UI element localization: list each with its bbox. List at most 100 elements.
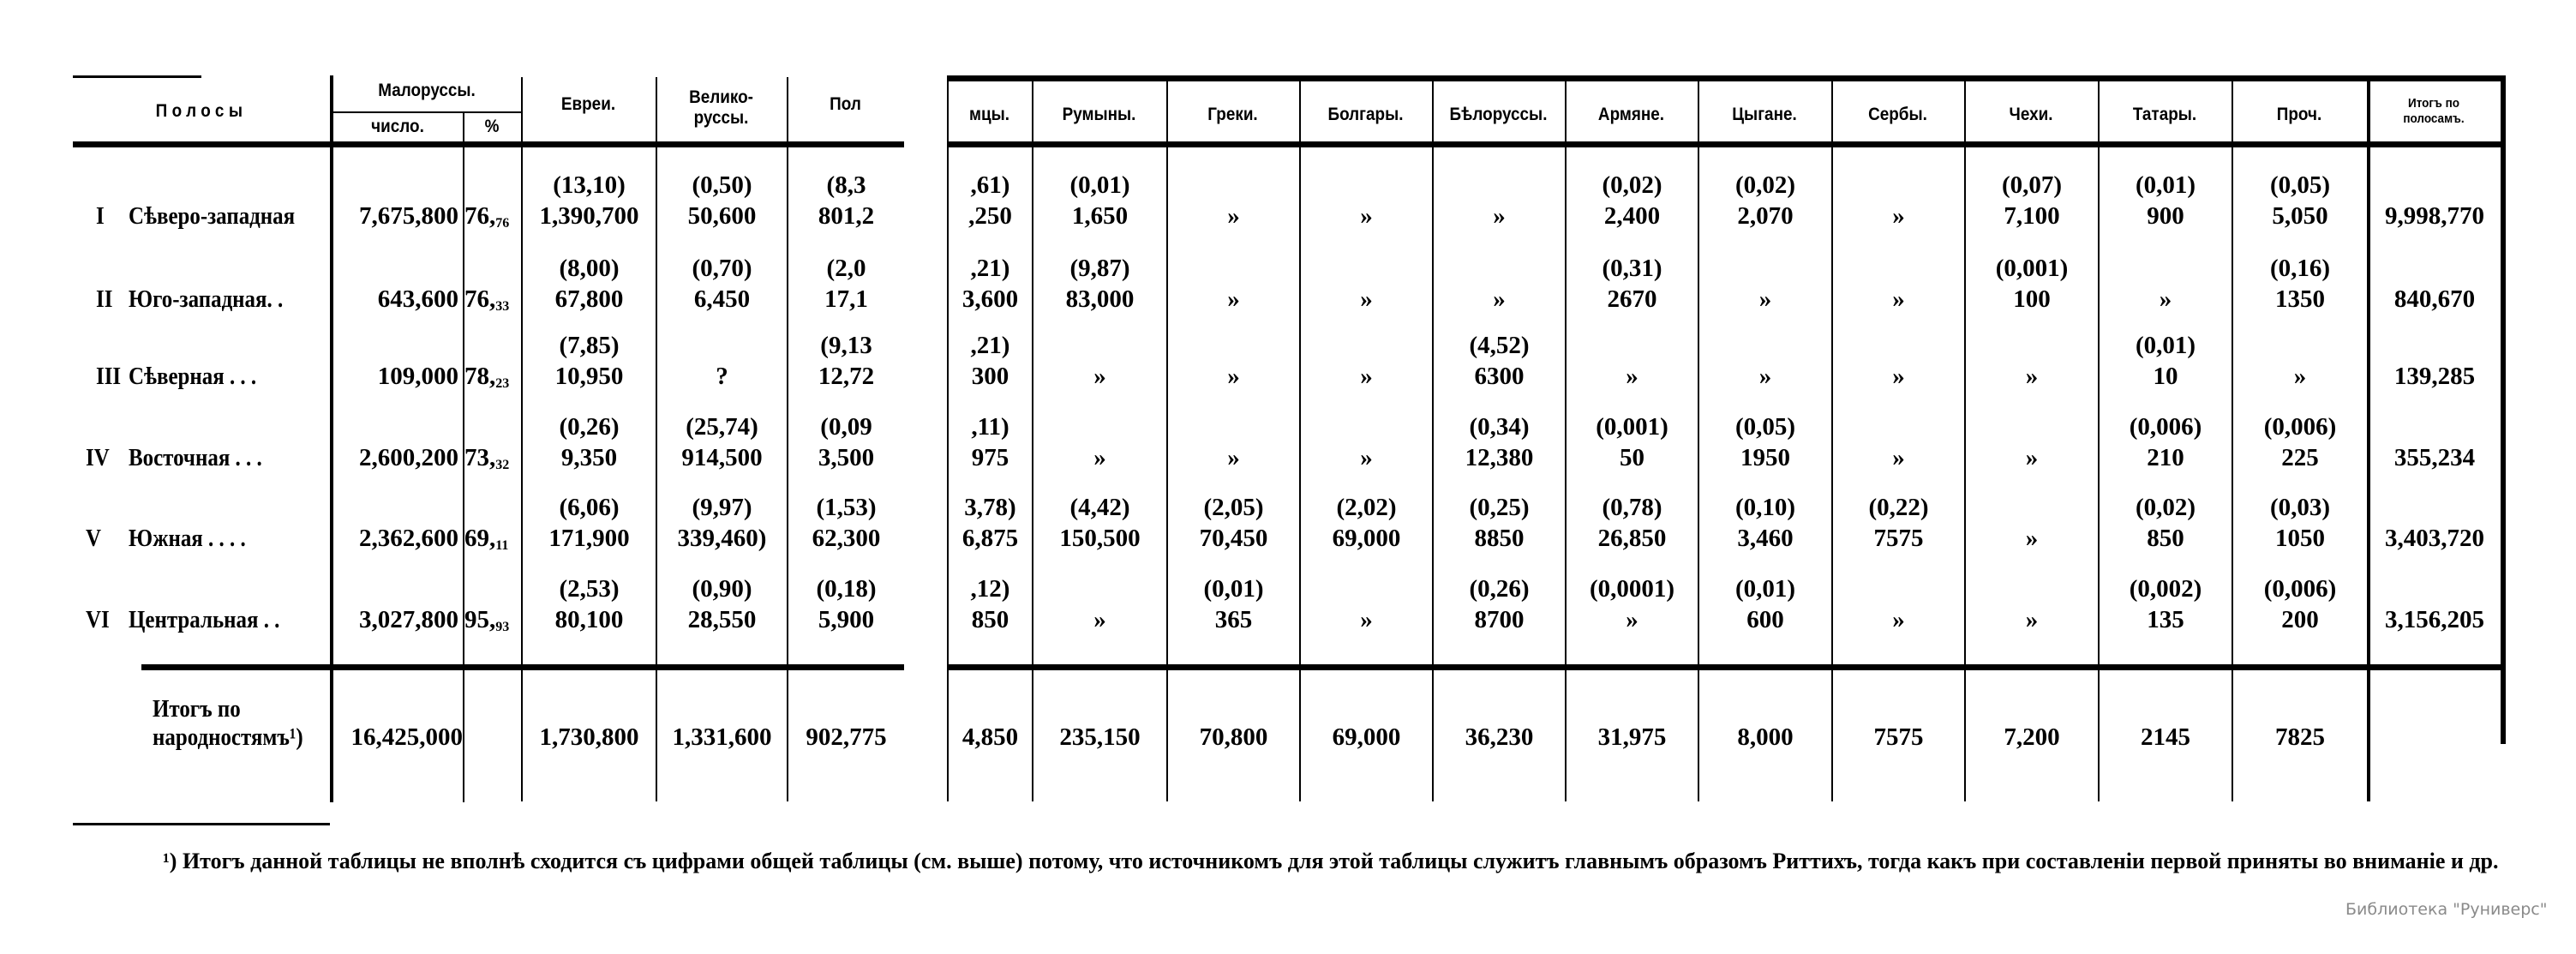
cell-value: 9,998,770	[2385, 202, 2484, 230]
pct-int: 78,	[464, 363, 496, 390]
cell-value: 50	[1620, 444, 1644, 471]
totals-value: 69,000	[1332, 723, 1401, 751]
row-count: 109,000	[377, 363, 458, 390]
pct-frac: 32	[495, 458, 510, 472]
cell-percent: (0,001)	[1596, 413, 1668, 441]
cell-value: »	[1360, 202, 1373, 230]
col-line	[787, 77, 788, 801]
cell-value: 9,350	[560, 444, 618, 471]
cell-percent: ,11)	[971, 413, 1009, 441]
cell-percent: (7,85)	[559, 332, 620, 359]
header-column: Проч.	[2276, 105, 2322, 124]
cell-value: »	[1892, 363, 1905, 390]
col-line	[2367, 80, 2370, 801]
col-line	[1432, 80, 1434, 801]
header-column: Пол	[830, 94, 861, 114]
row-numeral: III	[96, 363, 122, 390]
cell-percent: (0,16)	[2269, 255, 2331, 282]
cell-percent: (4,42)	[1069, 494, 1130, 521]
cell-value: »	[1493, 285, 1506, 313]
row-numeral: IV	[86, 444, 110, 471]
cell-value: 3,460	[1737, 525, 1794, 552]
totals-value: 70,800	[1199, 723, 1268, 751]
cell-percent: (4,52)	[1469, 332, 1530, 359]
cell-value: 8700	[1474, 606, 1525, 633]
cell-value: 210	[2147, 444, 2184, 471]
cell-value: »	[1892, 606, 1905, 633]
cell-value: 12,72	[818, 363, 875, 390]
cell-percent: (25,74)	[686, 413, 758, 441]
header-column: мцы.	[969, 105, 1009, 124]
totals-value: 902,775	[806, 723, 887, 751]
header-column: Татары.	[2132, 105, 2197, 124]
header-column: Цыгане.	[1732, 105, 1797, 124]
footnote: ¹) Итогъ данной таблицы не вполнѣ сходит…	[163, 849, 2499, 873]
library-watermark: Библиотека "Руниверс"	[2345, 900, 2548, 919]
cell-percent: ,21)	[970, 255, 1010, 282]
cell-value: »	[1758, 285, 1772, 313]
row-zone-name: Южная . . . .	[129, 525, 246, 552]
cell-value: »	[2025, 363, 2039, 390]
cell-value: 26,850	[1597, 525, 1667, 552]
cell-percent: (2,53)	[559, 575, 620, 603]
header-bottom-rule	[73, 141, 904, 147]
totals-label-line1: Итогъ по	[153, 695, 241, 723]
cell-value: »	[2293, 363, 2307, 390]
cell-percent: (0,34)	[1469, 413, 1530, 441]
header-malorussy-count: число.	[371, 117, 424, 136]
header-column: Итогъ по полосамъ.	[2403, 96, 2465, 126]
cell-percent: (0,01)	[2135, 332, 2196, 359]
cell-value: 850	[971, 606, 1009, 633]
row-pct: 69,11	[464, 524, 521, 561]
cell-value: »	[1227, 202, 1240, 230]
row-pct: 76,33	[464, 285, 521, 321]
row-numeral: II	[96, 285, 113, 313]
cell-percent: (0,22)	[1868, 494, 1929, 521]
cell-value: 80,100	[554, 606, 624, 633]
header-malorussy: Малоруссы.	[378, 81, 476, 100]
header-zones: Полосы	[155, 101, 248, 121]
pct-int: 69,	[464, 525, 496, 552]
cell-value: »	[1227, 363, 1240, 390]
header-column: Болгары.	[1327, 105, 1404, 124]
totals-label-line2: народностямъ¹)	[153, 723, 303, 751]
cell-value: 801,2	[818, 202, 875, 230]
row-numeral: VI	[86, 606, 110, 633]
cell-percent: (0,90)	[692, 575, 752, 603]
col-line	[330, 75, 333, 802]
cell-value: »	[1360, 444, 1373, 471]
cell-percent: ,12)	[970, 575, 1010, 603]
cell-value: »	[1892, 285, 1905, 313]
cell-value: 1350	[2275, 285, 2325, 313]
cell-value: 3,600	[962, 285, 1019, 313]
cell-value: 600	[1746, 606, 1784, 633]
col-line	[1964, 80, 1966, 801]
pct-frac: 11	[495, 538, 509, 553]
cell-value: »	[1093, 444, 1106, 471]
row-numeral: I	[96, 202, 105, 230]
cell-percent: (0,01)	[2135, 171, 2196, 199]
cell-value: 2,400	[1603, 202, 1661, 230]
cell-value: 3,156,205	[2385, 606, 2484, 633]
cell-value: 2,070	[1737, 202, 1794, 230]
cell-percent: (0,25)	[1469, 494, 1530, 521]
row-count: 2,600,200	[359, 444, 458, 471]
cell-value: 150,500	[1059, 525, 1141, 552]
totals-rule-right	[947, 664, 2502, 670]
row-numeral: V	[86, 525, 102, 552]
cell-value: 139,285	[2393, 363, 2476, 390]
row-pct: 78,23	[464, 362, 521, 399]
cell-value: 10,950	[554, 363, 624, 390]
cell-value: 12,380	[1465, 444, 1534, 471]
cell-percent: (2,0	[826, 255, 866, 282]
cell-percent: (1,53)	[816, 494, 877, 521]
header-top-rule-left	[73, 75, 201, 78]
cell-value: »	[1093, 606, 1106, 633]
cell-value: 339,460)	[677, 525, 767, 552]
cell-percent: (0,18)	[816, 575, 877, 603]
cell-value: 900	[2147, 202, 2184, 230]
pct-int: 76,	[464, 285, 496, 313]
col-line	[463, 111, 464, 802]
row-count: 3,027,800	[359, 606, 458, 633]
pct-frac: 33	[495, 299, 510, 314]
